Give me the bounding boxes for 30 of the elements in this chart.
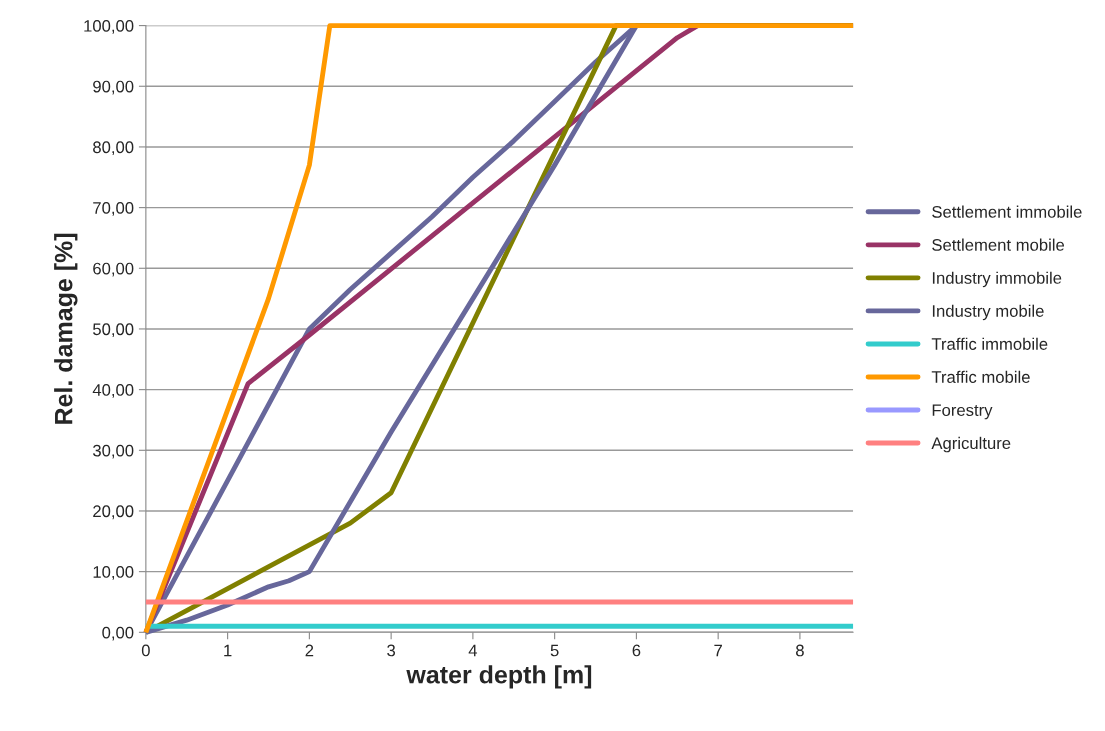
y-tick-label: 0,00	[102, 626, 134, 641]
y-axis-title: Rel. damage [%]	[54, 233, 78, 424]
legend-label: Agriculture	[931, 436, 1011, 453]
y-tick-label: 100,00	[84, 19, 134, 34]
legend-label: Settlement mobile	[932, 238, 1065, 251]
x-tick-label: 0	[141, 644, 150, 657]
y-tick-label: 40,00	[92, 384, 134, 398]
y-tick-label: 90,00	[93, 80, 134, 95]
y-tick-label: 70,00	[93, 202, 134, 216]
legend-label: Forestry	[932, 404, 993, 420]
x-tick-label: 6	[632, 644, 641, 657]
legend-label: Traffic mobile	[931, 370, 1030, 383]
x-axis-title: water depth [m]	[406, 665, 592, 689]
x-tick-label: 2	[305, 644, 314, 657]
y-tick-label: 10,00	[93, 566, 134, 580]
x-tick-label: 1	[224, 644, 232, 657]
legend-label: Settlement immobile	[932, 205, 1082, 218]
x-tick-label: 3	[387, 644, 396, 657]
x-tick-label: 8	[796, 644, 804, 657]
y-tick-label: 50,00	[93, 323, 134, 338]
legend-label: Traffic immobile	[931, 337, 1048, 350]
y-tick-label: 20,00	[93, 505, 134, 520]
y-tick-label: 60,00	[93, 262, 134, 277]
x-tick-label: 7	[714, 644, 722, 657]
x-tick-label: 4	[468, 644, 478, 657]
y-tick-label: 80,00	[93, 141, 134, 156]
legend-label: Industry immobile	[932, 271, 1062, 288]
legend-label: Industry mobile	[932, 304, 1044, 321]
x-tick-label: 5	[550, 644, 559, 657]
y-tick-label: 30,00	[92, 444, 134, 459]
